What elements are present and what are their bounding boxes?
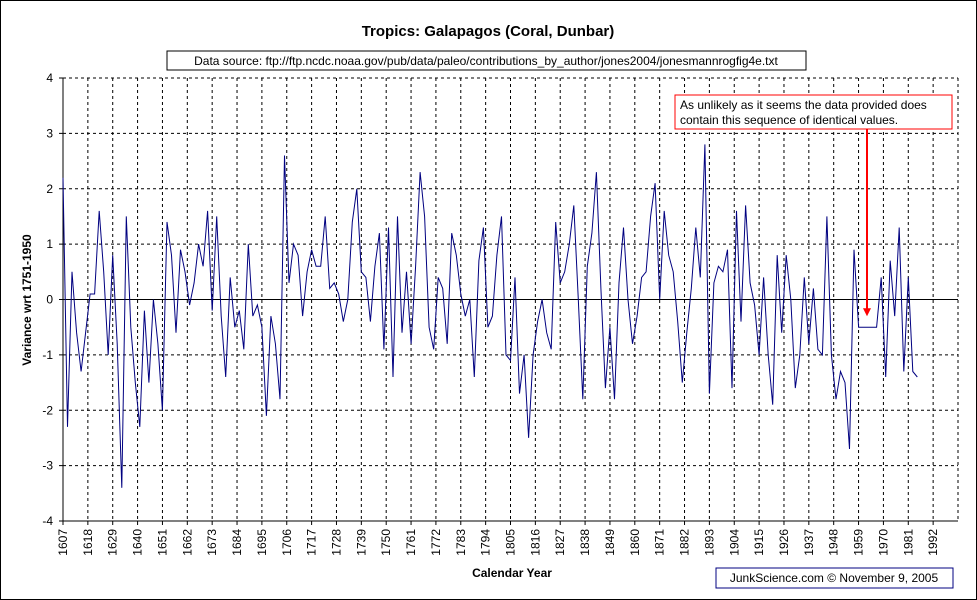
annotation-text-line1: As unlikely as it seems the data provide…	[680, 98, 927, 112]
x-tick-label: 1926	[777, 529, 791, 556]
x-tick-label: 1618	[81, 529, 95, 556]
y-tick-label: -1	[42, 348, 53, 362]
data-source-text: Data source: ftp://ftp.ncdc.noaa.gov/pub…	[194, 54, 778, 68]
x-tick-label: 1915	[752, 529, 766, 556]
x-tick-label: 1651	[155, 529, 169, 556]
x-tick-label: 1684	[230, 529, 244, 556]
x-tick-label: 1695	[255, 529, 269, 556]
x-tick-label: 1739	[354, 529, 368, 556]
annotation-box	[674, 94, 953, 130]
x-tick-label: 1728	[329, 529, 343, 556]
y-tick-label: 0	[46, 293, 53, 307]
x-tick-label: 1640	[131, 529, 145, 556]
chart-title: Tropics: Galapagos (Coral, Dunbar)	[362, 23, 615, 40]
x-tick-label: 1805	[504, 529, 518, 556]
x-tick-label: 1750	[379, 529, 393, 556]
x-tick-label: 1882	[678, 529, 692, 556]
x-tick-label: 1992	[926, 529, 940, 556]
x-tick-label: 1937	[802, 529, 816, 556]
x-tick-label: 1783	[454, 529, 468, 556]
x-axis-label: Calendar Year	[472, 566, 552, 580]
x-tick-label: 1948	[827, 529, 841, 556]
x-tick-labels: 1607 1618 1629 1640 1651 1662 1673 1684 1695 1706…	[56, 529, 940, 556]
y-tick-label: -4	[42, 514, 53, 528]
y-tick-labels: 4 3 2 1 0 -1 -2 -3 -4	[42, 71, 53, 528]
y-tick-label: -3	[42, 459, 53, 473]
x-tick-label: 1893	[702, 529, 716, 556]
y-axis-label: Variance wrt 1751-1950	[20, 234, 34, 366]
annotation-text-line2: contain this sequence of identical value…	[680, 113, 898, 127]
y-tick-label: -2	[42, 403, 53, 417]
x-tick-label: 1772	[429, 529, 443, 556]
x-tick-label: 1816	[528, 529, 542, 556]
x-tick-label: 1838	[578, 529, 592, 556]
series-line	[62, 144, 918, 488]
x-tick-label: 1629	[106, 529, 120, 556]
annotation-arrowhead-icon	[863, 308, 871, 317]
gridlines	[59, 77, 959, 525]
x-tick-label: 1673	[205, 529, 219, 556]
x-tick-label: 1827	[553, 529, 567, 556]
x-tick-label: 1761	[404, 529, 418, 556]
y-tick-label: 1	[46, 237, 53, 251]
x-tick-label: 1959	[852, 529, 866, 556]
x-tick-label: 1662	[180, 529, 194, 556]
y-tick-label: 3	[46, 126, 53, 140]
x-tick-label: 1970	[876, 529, 890, 556]
y-tick-label: 4	[46, 71, 53, 85]
x-tick-label: 1981	[901, 529, 915, 556]
x-tick-label: 1849	[603, 529, 617, 556]
data-source-box	[166, 50, 807, 71]
x-tick-label: 1607	[56, 529, 70, 556]
credit-box	[715, 567, 954, 589]
x-tick-label: 1706	[280, 529, 294, 556]
credit-text: JunkScience.com © November 9, 2005	[730, 571, 939, 585]
x-tick-label: 1860	[628, 529, 642, 556]
x-tick-label: 1871	[653, 529, 667, 556]
x-tick-label: 1794	[479, 529, 493, 556]
x-tick-label: 1717	[305, 529, 319, 556]
y-tick-label: 2	[46, 182, 53, 196]
x-tick-label: 1904	[727, 529, 741, 556]
